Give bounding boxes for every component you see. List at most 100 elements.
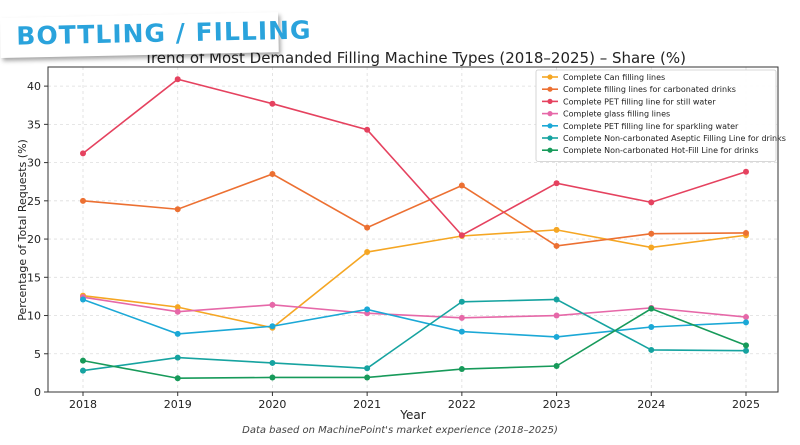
data-point (648, 199, 655, 206)
data-point (648, 305, 655, 312)
data-point (174, 354, 181, 361)
data-point (80, 296, 86, 303)
x-tick-label: 2018 (69, 398, 97, 411)
legend-entry: Complete PET filling line for sparkling … (563, 122, 739, 131)
data-point (269, 301, 276, 308)
data-point (648, 230, 655, 237)
series-group (80, 76, 749, 382)
data-point (743, 347, 749, 354)
data-point (80, 357, 86, 364)
data-point (174, 375, 181, 382)
y-tick-label: 25 (27, 195, 41, 208)
data-point (80, 367, 86, 374)
data-point (364, 365, 371, 372)
x-tick-label: 2019 (164, 398, 192, 411)
data-point (364, 126, 371, 133)
data-point (174, 308, 181, 315)
data-point (553, 226, 560, 233)
data-point (553, 296, 560, 303)
banner-text: BOTTLING / FILLING (16, 15, 312, 51)
plot-area (47, 66, 779, 393)
legend-entry: Complete Non-carbonated Aseptic Filling … (563, 134, 786, 143)
data-point (553, 333, 560, 340)
data-point (174, 330, 181, 337)
legend-swatch-marker (547, 147, 553, 153)
data-point (364, 249, 371, 256)
data-point (458, 314, 465, 321)
x-tick-label: 2025 (732, 398, 760, 411)
series-line (82, 78, 747, 237)
data-point (458, 298, 465, 305)
legend: Complete Can filling lines Complete filli… (535, 69, 786, 162)
data-point (269, 359, 276, 366)
data-point (553, 180, 560, 187)
series-line (82, 307, 747, 380)
y-axis-label: Percentage of Total Requests (%) (16, 139, 29, 321)
data-point (458, 182, 465, 189)
y-tick-label: 10 (27, 310, 41, 323)
y-tick-label: 20 (27, 233, 41, 246)
y-tick-label: 0 (34, 386, 41, 399)
data-point (553, 363, 560, 369)
data-point (458, 366, 465, 373)
data-point (743, 342, 749, 349)
brand-banner: BOTTLING / FILLING (0, 12, 312, 58)
data-point (174, 76, 181, 83)
series-line (82, 173, 747, 247)
data-point (364, 224, 371, 231)
x-tick-label: 2020 (258, 398, 286, 411)
data-point (269, 171, 276, 178)
series-line (82, 298, 747, 372)
legend-entry: Complete Non-carbonated Hot-Fill Line fo… (563, 146, 759, 155)
data-point (80, 150, 86, 157)
y-tick-label: 40 (27, 80, 41, 93)
data-point (743, 229, 749, 236)
data-point (648, 244, 655, 251)
series-line (82, 298, 747, 338)
legend-entry: Complete Can filling lines (563, 73, 665, 82)
legend-swatch-marker (547, 98, 553, 104)
data-point (364, 306, 371, 313)
x-tick-label: 2021 (353, 398, 381, 411)
legend-swatch-marker (547, 135, 553, 141)
data-point (743, 319, 749, 326)
chart-title: Trend of Most Demanded Filling Machine T… (143, 49, 686, 67)
x-axis-label: Year (399, 408, 425, 422)
data-point (458, 232, 465, 239)
legend-box (535, 69, 777, 162)
data-point (648, 324, 655, 330)
data-point (80, 197, 86, 204)
x-tick-label: 2024 (637, 398, 665, 411)
legend-entry: Complete filling lines for carbonated dr… (563, 85, 736, 94)
data-point (458, 328, 465, 335)
data-point (174, 206, 181, 213)
y-tick-label: 5 (34, 348, 41, 361)
data-point (269, 100, 276, 107)
data-point (174, 304, 181, 311)
data-point (648, 346, 655, 353)
legend-swatch-marker (547, 86, 553, 92)
series-line (82, 229, 747, 329)
y-tick-label: 35 (27, 118, 41, 131)
data-point (553, 242, 560, 249)
legend-swatch-marker (547, 74, 553, 80)
y-axis: 0 5 10 15 20 25 30 35 40 (27, 80, 48, 399)
data-point (743, 168, 749, 175)
legend-entry: Complete PET filling line for still wate… (563, 97, 716, 106)
legend-swatch-marker (547, 123, 553, 129)
data-point (269, 374, 276, 381)
x-tick-label: 2023 (543, 398, 571, 411)
series-line (82, 296, 747, 319)
x-axis: 2018 2019 2020 2021 2022 2023 2024 2025 (69, 392, 760, 411)
y-tick-label: 30 (27, 157, 41, 170)
data-point (743, 314, 749, 321)
data-point (269, 323, 276, 330)
footnote: Data based on MachinePoint's market expe… (242, 425, 558, 436)
legend-swatch-marker (547, 111, 553, 117)
y-tick-label: 15 (27, 271, 41, 284)
data-point (553, 312, 560, 319)
legend-entry: Complete glass filling lines (563, 110, 670, 119)
x-tick-label: 2022 (448, 398, 476, 411)
data-point (364, 374, 371, 381)
